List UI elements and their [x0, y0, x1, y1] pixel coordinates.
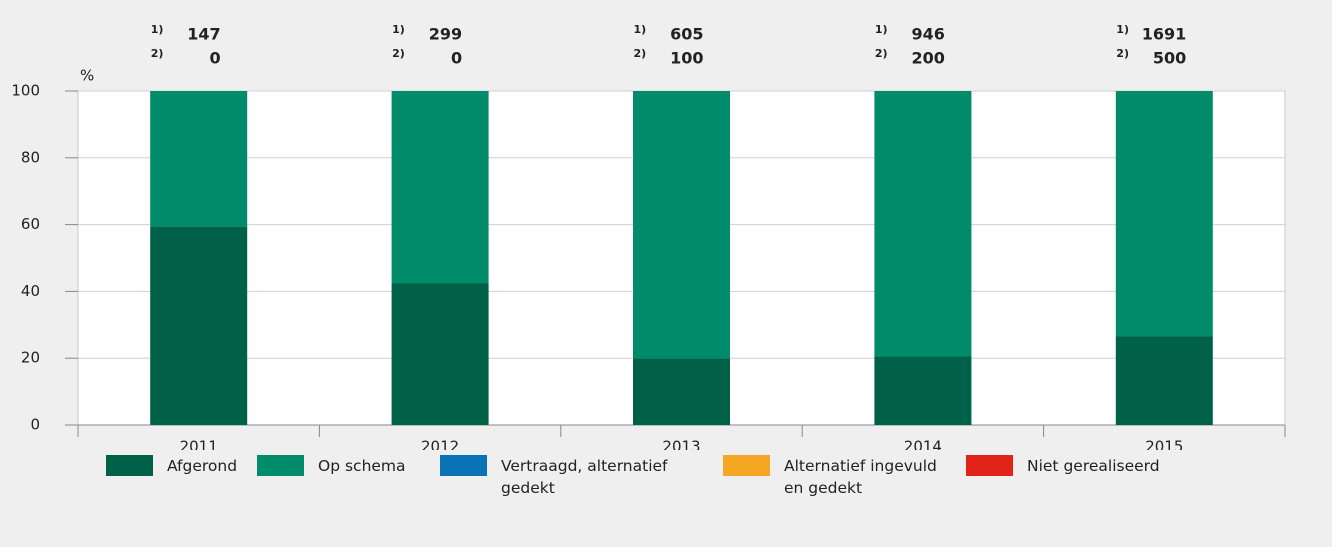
- legend-swatch: [440, 455, 487, 476]
- annotation-label: 2): [1116, 47, 1129, 60]
- annotation-label: 2): [875, 47, 888, 60]
- x-tick-label: 2013: [662, 438, 700, 451]
- annotation-value: 147: [187, 25, 220, 44]
- bar-segment: [391, 283, 489, 425]
- legend-label: Alternatief ingevuld en gedekt: [784, 457, 937, 497]
- y-tick-label: 100: [11, 82, 40, 100]
- y-tick-label: 0: [30, 416, 40, 434]
- legend-label: Op schema: [318, 457, 406, 475]
- legend-item: Niet gerealiseerd: [966, 455, 1226, 477]
- legend-swatch: [723, 455, 770, 476]
- bar-segment: [150, 91, 248, 227]
- annotation-value: 946: [911, 25, 944, 44]
- y-axis-label: %: [80, 67, 94, 85]
- legend-item: Op schema: [257, 455, 427, 477]
- legend-swatch: [966, 455, 1013, 476]
- x-tick-label: 2015: [1145, 438, 1183, 451]
- bar-segment: [874, 91, 972, 357]
- annotation-label: 1): [151, 23, 164, 36]
- chart: 0 20 40 60 80 100% 2011 1) 147 2) 0 2012 1) 299 2) 0 201…: [11, 23, 1286, 451]
- legend-swatch: [106, 455, 153, 476]
- annotation-label: 2): [392, 47, 405, 60]
- y-tick-label: 60: [21, 215, 40, 233]
- annotation-value: 605: [670, 25, 703, 44]
- x-tick-label: 2012: [421, 438, 459, 451]
- annotation-value: 500: [1153, 49, 1186, 68]
- annotation-label: 2): [151, 47, 164, 60]
- annotation-value: 100: [670, 49, 703, 68]
- annotation-label: 1): [1116, 23, 1129, 36]
- annotation-label: 1): [392, 23, 405, 36]
- annotation-value: 0: [210, 49, 221, 68]
- bar-segment: [633, 91, 730, 359]
- y-tick-label: 20: [21, 349, 40, 367]
- legend-item: Afgerond: [106, 455, 246, 477]
- legend-label: Niet gerealiseerd: [1027, 457, 1160, 475]
- legend-label: Vertraagd, alternatief gedekt: [501, 457, 668, 497]
- annotation-label: 1): [634, 23, 647, 36]
- annotation-value: 0: [451, 49, 462, 68]
- y-tick-label: 80: [21, 148, 40, 166]
- y-tick-label: 40: [21, 282, 40, 300]
- bar-segment: [633, 358, 730, 425]
- annotation-value: 200: [911, 49, 944, 68]
- legend-item: Vertraagd, alternatief gedekt: [440, 455, 690, 499]
- annotation-label: 2): [634, 47, 647, 60]
- bar-segment: [150, 226, 248, 425]
- annotation-label: 1): [875, 23, 888, 36]
- legend-item: Alternatief ingevuld en gedekt: [723, 455, 953, 499]
- annotation-value: 299: [429, 25, 462, 44]
- bar-segment: [1115, 91, 1213, 337]
- x-tick-label: 2011: [180, 438, 218, 451]
- x-tick-label: 2014: [904, 438, 942, 451]
- bar-segment: [874, 356, 972, 425]
- legend-label: Afgerond: [167, 457, 238, 475]
- bar-segment: [391, 91, 489, 284]
- bar-segment: [1115, 336, 1213, 425]
- annotation-value: 1691: [1142, 25, 1187, 44]
- legend-swatch: [257, 455, 304, 476]
